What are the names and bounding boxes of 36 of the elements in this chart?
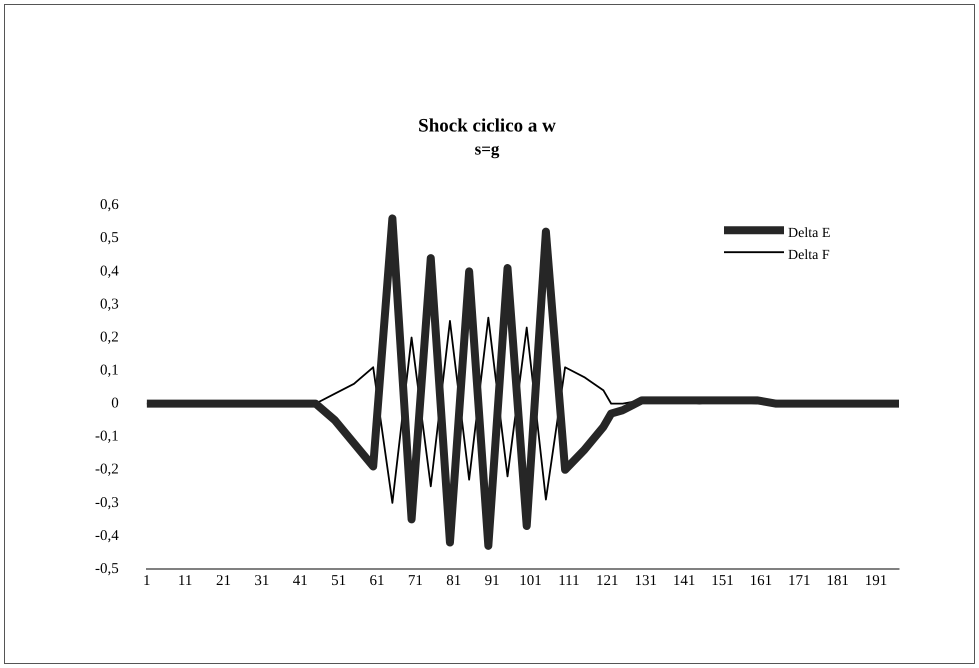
y-tick-label: -0,4 <box>94 528 120 544</box>
x-tick-label: 21 <box>216 572 232 589</box>
x-tick-label: 171 <box>788 572 810 589</box>
legend-label: Delta E <box>788 226 830 241</box>
x-tick-label: 61 <box>370 572 385 589</box>
x-tick-label: 141 <box>672 572 696 589</box>
y-tick-label: -0,5 <box>94 560 119 577</box>
y-tick-label: -0,3 <box>94 494 119 511</box>
x-tick-label: 111 <box>558 572 580 589</box>
y-tick-label: 0,4 <box>100 263 120 280</box>
x-tick-label: 71 <box>408 572 423 589</box>
chart-title: Shock ciclico a w <box>418 115 556 136</box>
y-tick-label: 0,5 <box>100 230 119 246</box>
legend-label: Delta F <box>788 248 830 263</box>
y-tick-label: 0,3 <box>100 296 119 312</box>
x-tick-label: 181 <box>826 572 849 589</box>
x-tick-label: 11 <box>178 572 192 589</box>
x-tick-label: 1 <box>142 572 150 589</box>
x-tick-label: 31 <box>254 572 270 589</box>
y-tick-label: 0,2 <box>100 329 119 346</box>
y-tick-label: 0,6 <box>100 197 120 214</box>
x-tick-label: 121 <box>596 572 619 589</box>
x-tick-label: 51 <box>331 572 346 589</box>
x-tick-label: 41 <box>292 572 308 589</box>
x-tick-label: 151 <box>711 572 734 589</box>
x-tick-label: 161 <box>750 572 772 589</box>
x-tick-label: 81 <box>446 572 462 589</box>
x-tick-label: 131 <box>634 572 657 589</box>
x-tick-label: 91 <box>484 572 500 589</box>
chart-subtitle: s=g <box>474 139 500 158</box>
y-tick-label: -0,1 <box>94 428 119 445</box>
x-tick-label: 191 <box>864 572 888 589</box>
y-tick-label: -0,2 <box>94 462 119 478</box>
y-tick-label: 0,1 <box>100 362 119 378</box>
x-tick-label: 101 <box>519 572 542 589</box>
y-tick-label: 0 <box>111 396 119 412</box>
